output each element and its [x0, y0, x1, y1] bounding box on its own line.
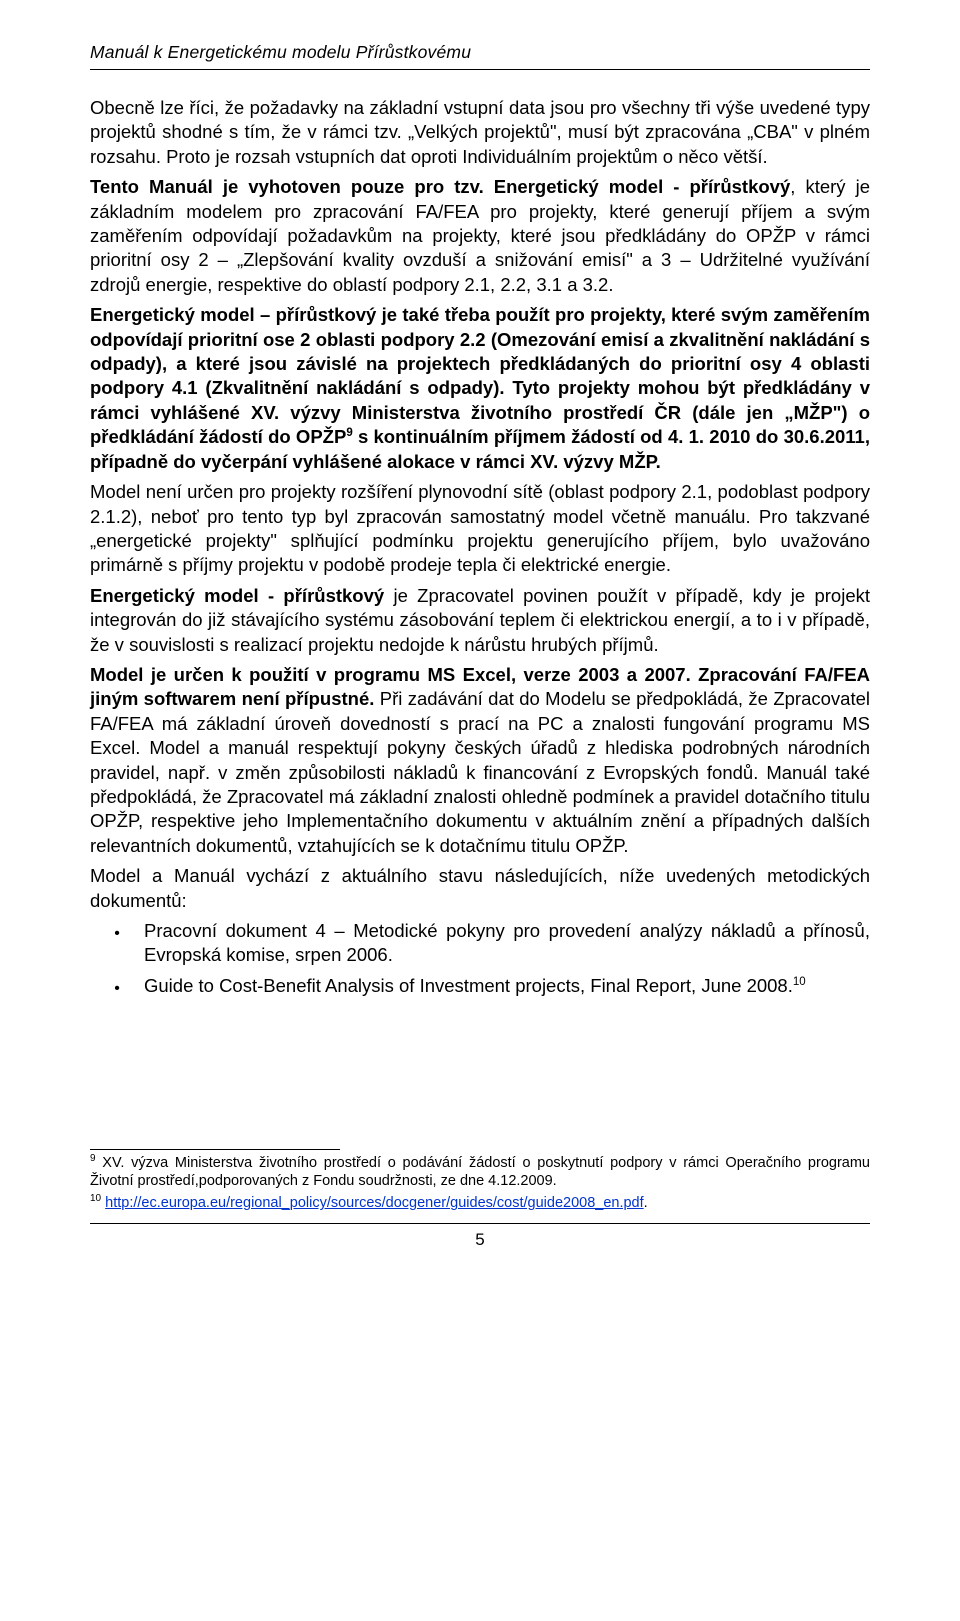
emphasis-text: Energetický model - přírůstkový: [90, 585, 384, 606]
paragraph-2: Energetický model – přírůstkový je také …: [90, 303, 870, 474]
footnote-ref-10: 10: [793, 976, 806, 988]
list-item: • Guide to Cost-Benefit Analysis of Inve…: [90, 974, 870, 999]
footnote-10: 10 http://ec.europa.eu/regional_policy/s…: [90, 1194, 870, 1212]
footnote-separator: [90, 1149, 340, 1150]
emphasis-text: Energetický model - přírůstkový: [494, 176, 790, 197]
paragraph-6: Model a Manuál vychází z aktuálního stav…: [90, 864, 870, 913]
bullet-icon: •: [90, 974, 144, 999]
bullet-list: • Pracovní dokument 4 – Metodické pokyny…: [90, 919, 870, 999]
body-text: Model a Manuál vychází z aktuálního stav…: [90, 865, 870, 910]
footer-rule: [90, 1223, 870, 1224]
page-header: Manuál k Energetickému modelu Přírůstkov…: [90, 42, 870, 63]
paragraph-3: Model není určen pro projekty rozšíření …: [90, 480, 870, 578]
document-page: Manuál k Energetickému modelu Přírůstkov…: [0, 0, 960, 1292]
body-text: Při zadávání dat do Modelu se předpoklád…: [90, 688, 870, 855]
footnote-9: 9 XV. výzva Ministerstva životního prost…: [90, 1154, 870, 1190]
paragraph-1b: Tento Manuál je vyhotoven pouze pro tzv.…: [90, 175, 870, 297]
footnote-link[interactable]: http://ec.europa.eu/regional_policy/sour…: [105, 1195, 644, 1211]
list-item-text: Guide to Cost-Benefit Analysis of Invest…: [144, 974, 870, 999]
footnote-text: .: [644, 1195, 648, 1211]
paragraph-4: Energetický model - přírůstkový je Zprac…: [90, 584, 870, 657]
paragraph-1: Obecně lze říci, že požadavky na základn…: [90, 96, 870, 169]
bullet-icon: •: [90, 919, 144, 968]
header-rule: [90, 69, 870, 70]
footnote-text: XV. výzva Ministerstva životního prostře…: [90, 1155, 870, 1189]
body-text: Guide to Cost-Benefit Analysis of Invest…: [144, 975, 793, 996]
body-text: Model není určen pro projekty rozšíření …: [90, 481, 870, 575]
list-item-text: Pracovní dokument 4 – Metodické pokyny p…: [144, 919, 870, 968]
list-item: • Pracovní dokument 4 – Metodické pokyny…: [90, 919, 870, 968]
page-number: 5: [90, 1230, 870, 1250]
footnote-number: 10: [90, 1194, 101, 1205]
body-text: Obecně lze říci, že požadavky na základn…: [90, 97, 870, 167]
paragraph-5: Model je určen k použití v programu MS E…: [90, 663, 870, 858]
body-text: Tento Manuál je vyhotoven pouze pro tzv.: [90, 176, 494, 197]
